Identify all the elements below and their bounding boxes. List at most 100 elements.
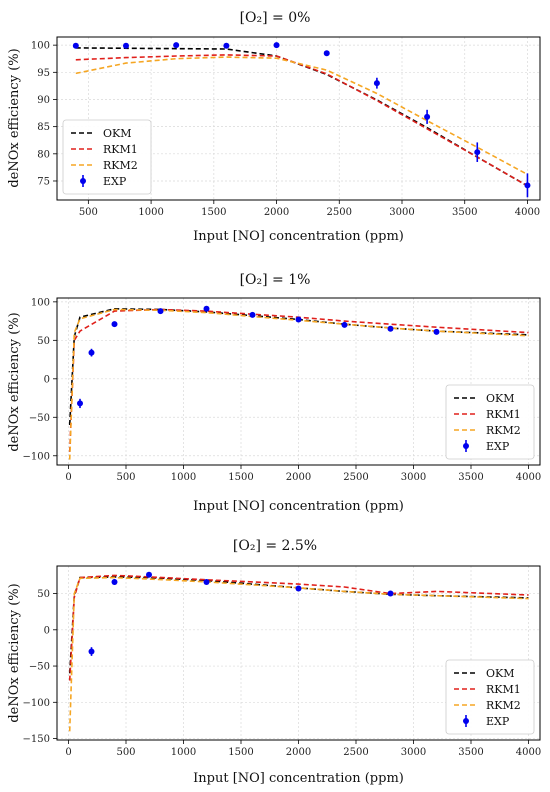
y-tick-label: −50 (29, 413, 50, 424)
y-axis-label: deNOx efficiency (%) (7, 583, 22, 722)
data-point-exp (295, 316, 302, 323)
data-point-exp (249, 311, 256, 318)
legend-label-okm: OKM (486, 392, 515, 405)
series-line-rkm2 (75, 56, 528, 176)
data-point-exp (88, 648, 95, 655)
y-tick-label: 95 (37, 68, 50, 79)
y-tick-label: 85 (37, 122, 50, 133)
x-tick-label: 500 (116, 472, 135, 483)
data-point-exp (323, 50, 330, 57)
x-tick-label: 1000 (138, 207, 163, 218)
legend-label-rkm2: RKM2 (486, 699, 521, 712)
y-tick-label: 0 (44, 374, 50, 385)
x-tick-label: 2500 (343, 747, 368, 758)
legend-box (445, 384, 535, 460)
data-point-exp (524, 182, 531, 189)
data-point-exp (123, 42, 129, 49)
legend: OKM RKM1 RKM2 EXP (445, 659, 535, 735)
x-tick-label: 1000 (171, 472, 196, 483)
series-line-rkm2 (68, 308, 529, 460)
x-tick-label: 3500 (458, 747, 483, 758)
legend-swatch-marker (463, 443, 469, 449)
x-tick-label: 3500 (452, 207, 477, 218)
panel-o2-2-5: [O₂] = 2.5% 0 500 1000 1500 2000 2500 3000 3500 4… (0, 528, 550, 792)
data-point-exp (373, 80, 380, 87)
y-tick-label: 0 (44, 625, 50, 636)
data-point-exp (88, 349, 95, 356)
x-tick-label: 500 (116, 747, 135, 758)
data-point-exp (433, 328, 440, 335)
x-tick-label: 1500 (201, 207, 226, 218)
x-axis-label: Input [NO] concentration (ppm) (193, 229, 404, 244)
x-tick-label: 0 (65, 472, 71, 483)
data-point-exp (72, 42, 79, 49)
x-tick-label: 0 (65, 747, 71, 758)
chart-svg: [O₂] = 0% 500 1000 1500 2000 2500 3000 3500 4000… (7, 10, 541, 244)
x-tick-label: 2500 (343, 472, 368, 483)
legend-label-rkm2: RKM2 (486, 424, 521, 437)
data-point-exp (273, 42, 280, 49)
y-tick-label: 100 (31, 41, 50, 52)
y-axis-label: deNOx efficiency (%) (7, 48, 22, 187)
x-tick-label: 1500 (228, 472, 253, 483)
x-axis-label: Input [NO] concentration (ppm) (193, 499, 404, 514)
legend-label-rkm2: RKM2 (103, 159, 138, 172)
legend-label-okm: OKM (486, 667, 515, 680)
data-point-exp (77, 400, 83, 407)
data-point-exp (203, 578, 210, 585)
x-tick-label: 3000 (401, 747, 426, 758)
data-point-exp (295, 585, 302, 592)
x-tick-label: 3000 (389, 207, 414, 218)
x-tick-label: 2000 (286, 747, 311, 758)
data-point-exp (424, 113, 431, 120)
legend-box (445, 659, 535, 735)
x-tick-label: 2500 (327, 207, 352, 218)
legend-label-exp: EXP (486, 715, 510, 728)
data-point-exp (387, 590, 394, 597)
legend-label-rkm1: RKM1 (486, 683, 521, 696)
legend-label-exp: EXP (103, 175, 127, 188)
data-point-exp (157, 308, 164, 315)
data-point-exp (387, 325, 394, 332)
data-point-exp (223, 42, 230, 49)
y-tick-label: −100 (23, 451, 50, 462)
data-point-exp (341, 321, 348, 328)
x-tick-label: 500 (79, 207, 98, 218)
legend-label-rkm1: RKM1 (486, 408, 521, 421)
x-tick-label: 1000 (171, 747, 196, 758)
chart-svg: [O₂] = 2.5%0 500 1000 1500 2000 2500 3000 3500 4… (7, 538, 541, 786)
chart-title: [O₂] = 0% (240, 10, 311, 26)
series-line-rkm1 (68, 308, 529, 452)
y-tick-label: −100 (23, 698, 50, 709)
chart-svg: [O₂] = 1%0 500 1000 1500 2000 2500 3000 3500 400… (7, 272, 541, 514)
panel-o2-0: [O₂] = 0% 500 1000 1500 2000 2500 3000 3500 4000… (0, 0, 550, 262)
y-tick-label: 75 (37, 176, 50, 187)
legend-swatch-marker (463, 718, 469, 724)
y-tick-label: −150 (23, 734, 50, 745)
legend: OKM RKM1 RKM2 EXP (445, 384, 535, 460)
chart-title: [O₂] = 2.5% (233, 538, 317, 554)
legend-label-exp: EXP (486, 440, 510, 453)
x-tick-label: 3500 (458, 472, 483, 483)
legend-label-rkm1: RKM1 (103, 143, 138, 156)
panel-o2-1: [O₂] = 1% 0 500 1000 1500 2000 2500 3000 3500 400… (0, 262, 550, 528)
y-axis-label: deNOx efficiency (%) (7, 312, 22, 451)
plot-frame (56, 36, 541, 201)
data-point-exp (146, 571, 152, 578)
y-tick-label: 90 (37, 95, 50, 106)
chart-title: [O₂] = 1% (240, 272, 311, 288)
legend: OKM RKM1 RKM2 EXP (62, 119, 152, 195)
x-tick-label: 4000 (516, 747, 541, 758)
data-point-exp (203, 305, 210, 312)
y-tick-label: 80 (37, 149, 50, 160)
y-tick-label: 50 (37, 336, 50, 347)
data-point-exp (111, 578, 118, 585)
x-tick-label: 2000 (264, 207, 289, 218)
x-tick-label: 2000 (286, 472, 311, 483)
legend-swatch-marker (80, 178, 86, 184)
x-axis-label: Input [NO] concentration (ppm) (193, 771, 404, 786)
data-point-exp (111, 321, 118, 328)
y-tick-label: 50 (37, 589, 50, 600)
data-point-exp (474, 149, 481, 156)
